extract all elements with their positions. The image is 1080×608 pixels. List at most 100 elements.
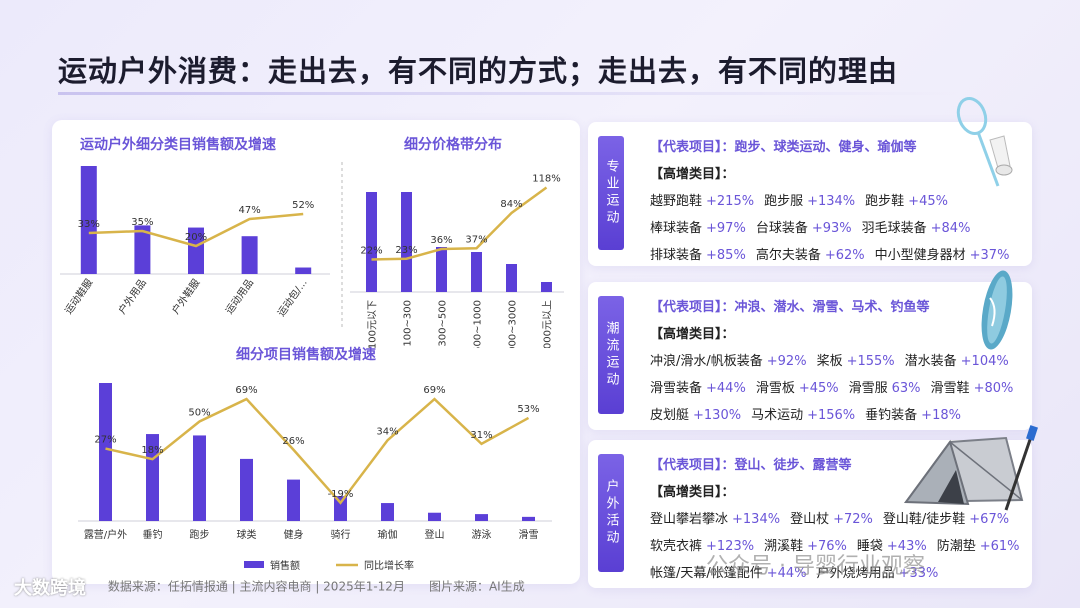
category-growth: +62% <box>824 248 865 263</box>
growth-label: 52% <box>292 200 314 211</box>
category-item: 马术运动 +156% <box>751 408 855 423</box>
growth-label: 31% <box>470 430 492 441</box>
category-name: 登山鞋/徒步鞋 <box>882 512 966 527</box>
category-growth: +44% <box>706 381 746 396</box>
tick-label: 500~1000 <box>473 300 484 348</box>
category-growth: +61% <box>979 539 1020 554</box>
representative-items: 【代表项目】：跑步、球类运动、健身、瑜伽等 <box>650 140 917 155</box>
growth-label: 26% <box>282 436 304 447</box>
growth-label: 53% <box>517 404 539 415</box>
category-name: 潜水装备 <box>904 354 957 369</box>
category-name: 马术运动 <box>751 408 804 423</box>
category-row: 皮划艇 +130% 马术运动 +156% 垂钓装备 +18% <box>650 404 1024 423</box>
category-item: 台球装备 +93% <box>756 221 852 236</box>
category-item: 越野跑鞋 +215% <box>650 194 754 209</box>
bar <box>541 282 552 292</box>
category-name: 跑步服 <box>764 194 804 209</box>
bar <box>295 267 312 274</box>
tick-label: 运动鞋服 <box>62 276 96 316</box>
category-name: 皮划艇 <box>650 408 690 423</box>
category-item: 溯溪鞋 +76% <box>764 539 847 554</box>
growth-label: 33% <box>78 219 100 230</box>
category-name: 排球装备 <box>650 248 703 263</box>
legend-swatch-sales <box>244 561 264 568</box>
category-row: 滑雪装备 +44% 滑雪板 +45% 滑雪服 63% 滑雪鞋 +80% <box>650 377 1024 396</box>
growth-label: 18% <box>141 445 163 456</box>
card-tag: 潮流运动 <box>598 296 624 414</box>
tick-label: 登山 <box>425 528 445 541</box>
bar <box>134 225 151 274</box>
card-body: 【代表项目】：跑步、球类运动、健身、瑜伽等 【高增类目】： 越野跑鞋 +215% 跑步服… <box>650 136 1024 271</box>
card-trend-sports: 潮流运动 【代表项目】：冲浪、潜水、滑雪、马术、钓鱼等 【高增类目】： 冲浪/滑水/… <box>588 282 1032 430</box>
tick-label: 运动包/... <box>274 276 309 319</box>
category-growth: +130% <box>693 408 742 423</box>
growth-label: 35% <box>131 217 153 228</box>
category-growth: +67% <box>969 512 1010 527</box>
category-item: 桨板 +155% <box>817 354 895 369</box>
bar <box>240 458 253 521</box>
category-item: 登山鞋/徒步鞋 +67% <box>883 512 1009 527</box>
tick-label: 3000元以上 <box>542 300 554 348</box>
bar <box>436 247 447 292</box>
category-growth: +134% <box>732 512 781 527</box>
category-name: 滑雪板 <box>755 381 795 396</box>
representative-items: 【代表项目】：登山、徒步、露营等 <box>650 458 852 473</box>
category-name: 登山攀岩攀冰 <box>650 512 729 527</box>
category-item: 登山杖 +72% <box>790 512 873 527</box>
category-name: 滑雪鞋 <box>930 381 970 396</box>
category-growth: +97% <box>706 221 746 236</box>
category-growth: +123% <box>706 539 755 554</box>
source-note: 数据来源：任拓情报通 | 主流内容电商 | 2025年1-12月 图片来源：AI… <box>107 579 525 594</box>
tick-label: 1000~3000 <box>508 300 519 348</box>
category-item: 棒球装备 +97% <box>650 221 746 236</box>
growth-label: 20% <box>185 232 207 243</box>
high-growth-label: 【高增类目】： <box>650 485 735 500</box>
category-growth: +80% <box>973 381 1014 396</box>
category-name: 垂钓装备 <box>865 408 918 423</box>
category-name: 中小型健身器材 <box>874 248 966 263</box>
bar <box>428 512 441 521</box>
badminton-racket-icon <box>956 97 1013 187</box>
category-name: 睡袋 <box>856 539 883 554</box>
chart1-title: 运动户外细分类目销售额及增速 <box>80 137 276 153</box>
tick-label: 骑行 <box>331 528 351 541</box>
watermark: 公众号 · 导婴行业观察 <box>706 554 925 579</box>
growth-label: -19% <box>328 489 354 500</box>
page-title: 运动户外消费：走出去，有不同的方式；走出去，有不同的理由 <box>58 54 899 88</box>
category-item: 高尔夫装备 +62% <box>756 248 865 263</box>
category-growth: +93% <box>811 221 852 236</box>
growth-label: 36% <box>430 235 452 246</box>
category-item: 滑雪服 63% <box>849 381 921 396</box>
category-name: 跑步鞋 <box>865 194 905 209</box>
category-name: 越野跑鞋 <box>650 194 703 209</box>
category-name: 滑雪装备 <box>650 381 703 396</box>
growth-label: 27% <box>94 435 116 446</box>
legend-label: 同比增长率 <box>364 559 414 572</box>
category-growth: +72% <box>833 512 873 527</box>
category-growth: +155% <box>846 354 895 369</box>
charts-panel <box>52 120 580 584</box>
card-body: 【代表项目】：登山、徒步、露营等 【高增类目】： 登山攀岩攀冰 +134% 登山杖 +72… <box>650 454 1024 589</box>
category-growth: +92% <box>766 354 807 369</box>
chart3-item-sales: 露营/户外 垂钓 跑步 球类 健身 骑行 瑜伽 登山 游泳 滑雪 27% 18% 50% 69% 26% -1… <box>78 383 552 572</box>
category-growth: +45% <box>798 381 839 396</box>
chart2-price-band: 100元以下 100~300 300~500 500~1000 1000~3000 300… <box>341 162 564 348</box>
tick-label: 100元以下 <box>368 300 379 348</box>
tick-label: 户外鞋服 <box>169 276 203 316</box>
high-growth-label: 【高增类目】： <box>650 167 735 182</box>
category-name: 帐篷/天幕/帐篷配件 <box>650 566 763 581</box>
tick-label: 球类 <box>237 528 257 541</box>
category-item: 冲浪/滑水/帆板装备 +92% <box>650 354 807 369</box>
category-row: 帐篷/天幕/帐篷配件 +44% 户外烧烤用品 +33% <box>650 562 1024 581</box>
category-growth: +85% <box>706 248 746 263</box>
bar <box>366 192 377 292</box>
category-item: 潜水装备 +104% <box>905 354 1009 369</box>
category-item: 垂钓装备 +18% <box>865 408 961 423</box>
tick-label: 游泳 <box>472 528 492 541</box>
legend-label: 销售额 <box>270 559 300 572</box>
category-growth: +18% <box>921 408 961 423</box>
category-item: 羽毛球装备 +84% <box>862 221 971 236</box>
category-item: 防潮垫 +61% <box>937 539 1020 554</box>
growth-label: 22% <box>360 246 382 257</box>
category-growth: +134% <box>807 194 856 209</box>
